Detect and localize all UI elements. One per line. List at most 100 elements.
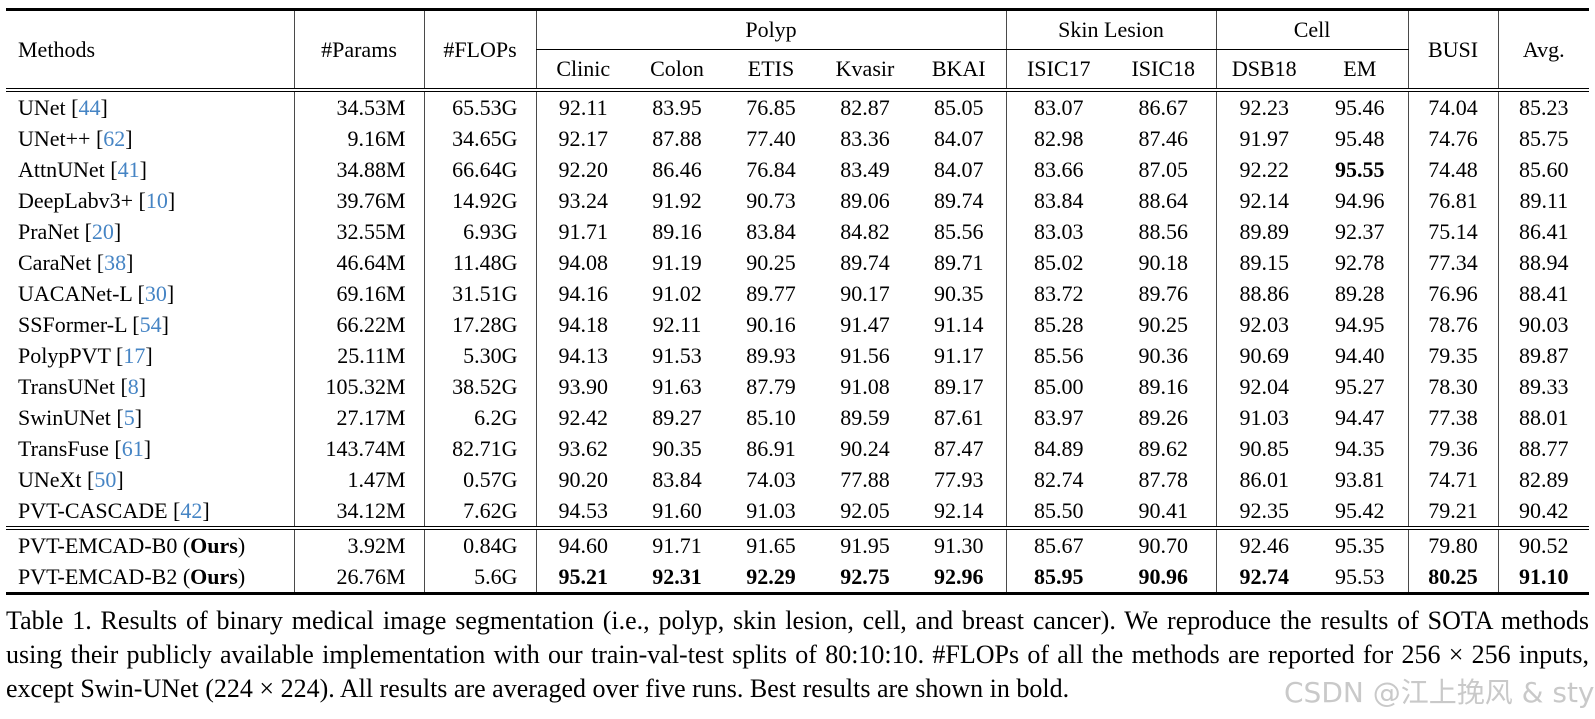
method-cell: PVT-CASCADE [42] xyxy=(18,497,210,523)
params-cell: 25.11M xyxy=(293,340,424,371)
method-cell: CaraNet [38] xyxy=(18,249,134,275)
metric-cell: 89.16 xyxy=(652,218,702,244)
metric-cell: 74.04 xyxy=(1407,88,1499,123)
params-cell: 32.55M xyxy=(293,216,424,247)
metric-cell: 95.35 xyxy=(1312,526,1409,561)
metric-cell: 95.21 xyxy=(535,561,630,595)
metric-cell: 89.76 xyxy=(1138,280,1189,306)
metric-cell: 79.36 xyxy=(1407,433,1499,464)
citation-link[interactable]: 8 xyxy=(127,373,139,399)
metric-cell: 94.18 xyxy=(535,309,630,340)
col-header-isic18: ISIC18 xyxy=(1131,56,1196,81)
citation-link[interactable]: 10 xyxy=(145,187,168,213)
metric-cell: 90.16 xyxy=(746,311,796,337)
metric-cell: 92.20 xyxy=(535,154,630,185)
method-cell: PolypPVT [17] xyxy=(18,342,153,368)
table-row: DeepLabv3+ [10] 39.76M 14.92G 93.24 91.92 90.… xyxy=(6,185,1590,216)
metric-cell: 92.35 xyxy=(1215,495,1313,528)
metric-cell: 91.71 xyxy=(535,216,630,247)
metric-cell: 74.76 xyxy=(1407,123,1499,154)
metric-cell: 92.75 xyxy=(818,561,912,595)
metric-cell: 95.46 xyxy=(1312,88,1409,123)
metric-cell: 85.23 xyxy=(1497,88,1590,123)
citation-link[interactable]: 5 xyxy=(123,404,135,430)
citation-link[interactable]: 41 xyxy=(117,156,140,182)
table-row: PVT-EMCAD-B0 (Ours) 3.92M 0.84G 94.60 91.71 9… xyxy=(6,526,1590,561)
metric-cell: 91.95 xyxy=(818,526,912,561)
col-header-params: #Params xyxy=(293,9,424,90)
metric-cell: 74.71 xyxy=(1407,464,1499,495)
params-cell: 39.76M xyxy=(293,185,424,216)
metric-cell: 92.31 xyxy=(630,561,724,595)
col-header-busi: BUSI xyxy=(1407,9,1499,90)
metric-cell: 85.28 xyxy=(1005,309,1112,340)
metric-cell: 89.26 xyxy=(1138,404,1189,430)
col-header-flops: #FLOPs xyxy=(423,9,536,90)
metric-cell: 90.52 xyxy=(1497,526,1590,561)
metric-cell: 89.27 xyxy=(652,404,702,430)
citation-link[interactable]: 17 xyxy=(123,342,146,368)
metric-cell: 92.29 xyxy=(724,561,818,595)
metric-cell: 93.24 xyxy=(535,185,630,216)
metric-cell: 89.87 xyxy=(1497,340,1590,371)
metric-cell: 92.14 xyxy=(934,497,984,523)
metric-cell: 89.59 xyxy=(840,404,890,430)
metric-cell: 89.11 xyxy=(1497,185,1590,216)
col-header-em: EM xyxy=(1343,56,1377,81)
metric-cell: 79.21 xyxy=(1407,495,1499,528)
method-cell: SSFormer-L [54] xyxy=(18,311,169,337)
params-cell: 26.76M xyxy=(293,561,424,595)
metric-cell: 94.47 xyxy=(1335,404,1385,430)
metric-cell: 92.96 xyxy=(912,561,1007,595)
params-cell: 1.47M xyxy=(293,464,424,495)
citation-link[interactable]: 54 xyxy=(139,311,162,337)
metric-cell: 86.01 xyxy=(1215,464,1313,495)
col-header-dsb18: DSB18 xyxy=(1215,49,1313,90)
metric-cell: 86.46 xyxy=(652,156,702,182)
metric-cell: 92.17 xyxy=(535,123,630,154)
metric-cell: 90.85 xyxy=(1215,433,1313,464)
metric-cell: 84.82 xyxy=(840,218,890,244)
metric-cell: 89.33 xyxy=(1497,371,1590,402)
table-row: UNet++ [62] 9.16M 34.65G 92.17 87.88 77.40 83.… xyxy=(6,123,1590,154)
metric-cell: 91.08 xyxy=(840,373,890,399)
metric-cell: 93.62 xyxy=(535,433,630,464)
results-table-wrap: Methods #Params #FLOPs Polyp Skin Lesion… xyxy=(6,8,1590,595)
citation-link[interactable]: 38 xyxy=(104,249,127,275)
metric-cell: 89.71 xyxy=(934,249,984,275)
metric-cell: 94.53 xyxy=(535,495,630,528)
table-body: UNet [44] 34.53M 65.53G 92.11 83.95 76.85 82.8… xyxy=(6,88,1590,595)
metric-cell: 84.07 xyxy=(934,156,984,182)
metric-cell: 89.28 xyxy=(1335,280,1385,306)
metric-cell: 82.89 xyxy=(1497,464,1590,495)
params-cell: 69.16M xyxy=(293,278,424,309)
metric-cell: 83.07 xyxy=(1005,88,1112,123)
citation-link[interactable]: 50 xyxy=(94,466,117,492)
citation-link[interactable]: 62 xyxy=(103,125,126,151)
metric-cell: 83.03 xyxy=(1005,216,1112,247)
metric-cell: 92.74 xyxy=(1215,561,1313,595)
flops-cell: 7.62G xyxy=(423,495,536,528)
metric-cell: 91.63 xyxy=(652,373,702,399)
citation-link[interactable]: 20 xyxy=(91,218,114,244)
col-header-isic17: ISIC17 xyxy=(1005,49,1112,90)
metric-cell: 76.85 xyxy=(724,88,818,123)
citation-link[interactable]: 61 xyxy=(121,435,144,461)
citation-link[interactable]: 42 xyxy=(180,497,203,523)
metric-cell: 92.04 xyxy=(1215,371,1313,402)
col-header-etis: ETIS xyxy=(747,56,795,81)
metric-cell: 90.69 xyxy=(1215,340,1313,371)
table-row: PolypPVT [17] 25.11M 5.30G 94.13 91.53 89.93 9… xyxy=(6,340,1590,371)
metric-cell: 80.25 xyxy=(1407,561,1499,595)
metric-cell: 88.64 xyxy=(1138,187,1189,213)
flops-cell: 5.6G xyxy=(423,561,536,595)
method-cell: UNeXt [50] xyxy=(18,466,124,492)
metric-cell: 87.61 xyxy=(934,404,984,430)
metric-cell: 88.01 xyxy=(1497,402,1590,433)
citation-link[interactable]: 44 xyxy=(78,94,101,120)
citation-link[interactable]: 30 xyxy=(144,280,167,306)
metric-cell: 93.90 xyxy=(535,371,630,402)
metric-cell: 74.48 xyxy=(1407,154,1499,185)
table-row: PraNet [20] 32.55M 6.93G 91.71 89.16 83.84 84.… xyxy=(6,216,1590,247)
table-caption: Table 1. Results of binary medical image… xyxy=(6,606,1589,703)
